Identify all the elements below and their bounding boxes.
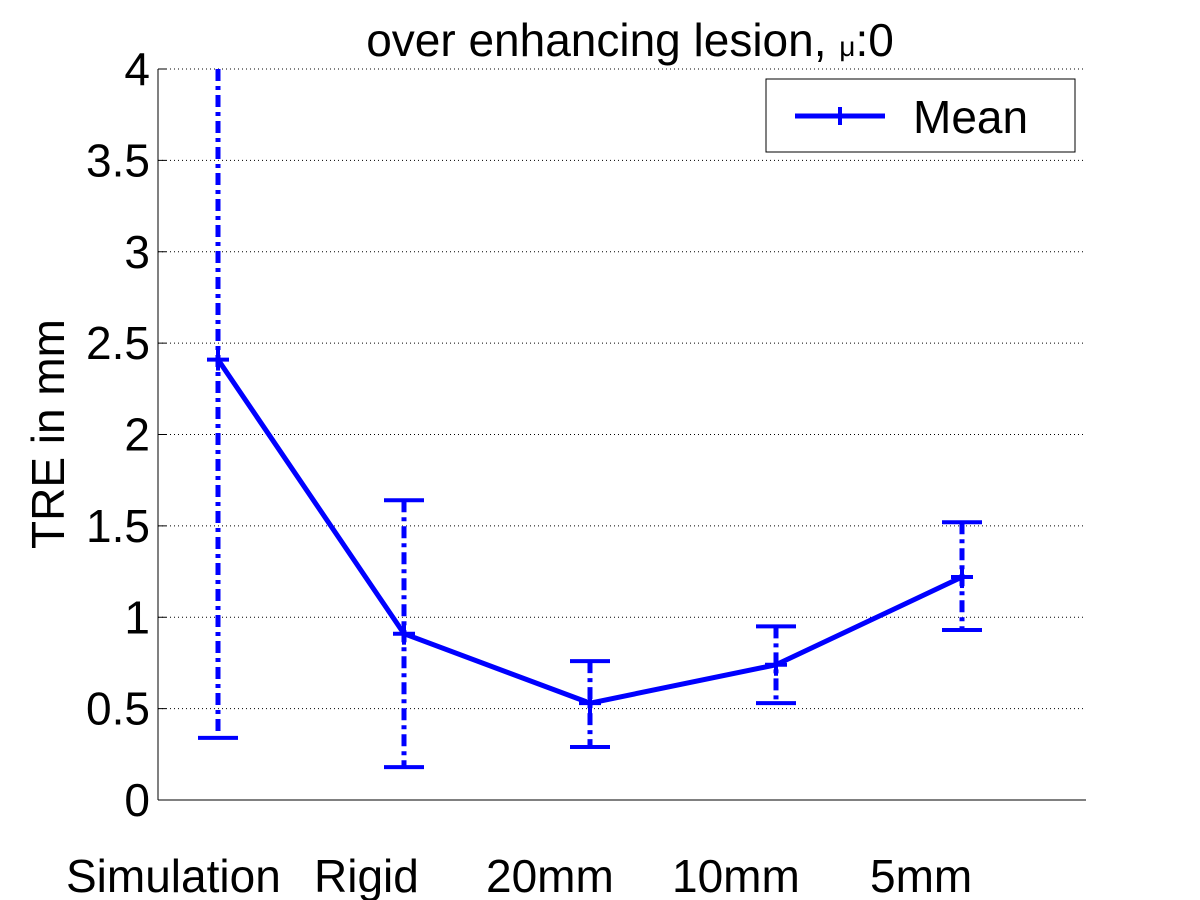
chart-title-mu: μ bbox=[839, 31, 855, 62]
mean-point bbox=[579, 692, 601, 715]
mean-point bbox=[951, 566, 973, 589]
axes bbox=[157, 68, 1086, 801]
legend-entry-mean: Mean bbox=[913, 91, 1028, 143]
y-tick-labels: 0 0.5 1 1.5 2 2.5 3 3.5 4 bbox=[86, 43, 150, 826]
x-tick-label: 10mm bbox=[672, 850, 800, 900]
y-tick-label: 2 bbox=[124, 409, 150, 461]
y-tick-label: 3 bbox=[124, 226, 150, 278]
y-gridlines bbox=[158, 68, 1086, 710]
y-axis-label: TRE in mm bbox=[22, 319, 74, 549]
chart-title-text: over enhancing lesion, bbox=[366, 14, 839, 66]
mean-line bbox=[215, 358, 964, 706]
x-tick-label: Rigid bbox=[314, 850, 419, 900]
chart-title-suffix: :0 bbox=[855, 14, 893, 66]
x-tick-label: 20mm bbox=[486, 850, 614, 900]
y-tick-label: 3.5 bbox=[86, 134, 150, 186]
mean-series bbox=[207, 348, 973, 715]
y-tick-label: 0.5 bbox=[86, 683, 150, 735]
error-bars bbox=[198, 69, 982, 770]
mean-point bbox=[393, 622, 415, 645]
x-tick-labels: Simulation Rigid 20mm 10mm 5mm bbox=[66, 850, 972, 900]
y-tick-label: 1.5 bbox=[86, 500, 150, 552]
y-tick-label: 2.5 bbox=[86, 317, 150, 369]
y-tick-label: 1 bbox=[124, 591, 150, 643]
legend: Mean bbox=[765, 78, 1076, 153]
y-tick-label: 0 bbox=[124, 774, 150, 826]
mean-point bbox=[207, 348, 229, 371]
chart-title: over enhancing lesion, μ:0 bbox=[366, 14, 894, 66]
mean-point bbox=[765, 653, 787, 676]
x-tick-label: Simulation bbox=[66, 850, 281, 900]
y-tick-label: 4 bbox=[124, 43, 150, 95]
x-tick-label: 5mm bbox=[870, 850, 972, 900]
